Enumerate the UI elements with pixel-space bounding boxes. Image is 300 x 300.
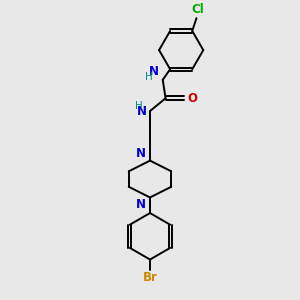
Text: N: N [136, 104, 147, 118]
Text: H: H [145, 72, 152, 82]
Text: H: H [135, 101, 143, 111]
Text: O: O [188, 92, 198, 105]
Text: Cl: Cl [191, 3, 204, 16]
Text: Br: Br [142, 272, 158, 284]
Text: N: N [136, 147, 146, 160]
Text: N: N [149, 65, 159, 78]
Text: N: N [136, 198, 146, 211]
